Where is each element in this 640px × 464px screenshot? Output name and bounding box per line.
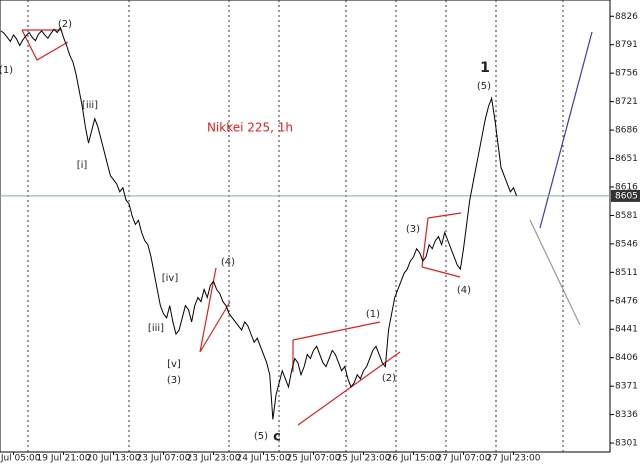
x-tick-label: 26 Jul 15:00	[387, 454, 441, 464]
y-tick-label: 8511	[615, 268, 638, 278]
y-tick-label: 8686	[615, 126, 638, 136]
flag	[421, 212, 462, 278]
wave-label: (2)	[58, 19, 72, 30]
trend-lines	[21, 29, 593, 426]
x-tick-label: 19 Jul 05:00	[0, 454, 41, 464]
wave-label: [iv]	[162, 273, 179, 284]
wave-label: 1	[480, 60, 490, 76]
x-tick-label: 24 Jul 15:00	[237, 454, 291, 464]
y-tick-label: 8371	[615, 382, 638, 392]
projection-up	[539, 31, 593, 229]
wave-label: (2)	[382, 373, 396, 384]
wave-label: [i]	[77, 160, 88, 171]
price-line	[0, 26, 518, 420]
y-tick-label: 8826	[615, 12, 638, 22]
y-tick-label: 8336	[615, 410, 638, 420]
x-tick-label: 25 Jul 07:00	[287, 454, 341, 464]
wave-label: [v]	[167, 359, 181, 370]
current-price-box	[611, 189, 640, 202]
x-tick-label: 23 Jul 23:00	[187, 454, 241, 464]
current-price-label: 8605	[615, 191, 638, 201]
wave-label: [iii]	[148, 323, 164, 334]
wave-label: (1)	[0, 65, 13, 76]
y-tick-label: 8476	[615, 296, 638, 306]
y-tick-label: 8406	[615, 353, 638, 363]
x-tick-label: 27 Jul 23:00	[487, 454, 541, 464]
y-tick-label: 8721	[615, 97, 638, 107]
projection-down	[529, 219, 581, 326]
wave-label: (4)	[457, 285, 471, 296]
wave-label: (5)	[254, 431, 268, 442]
x-tick-label: 27 Jul 07:00	[437, 454, 491, 464]
wave-label: (5)	[477, 81, 491, 92]
wave-label: (3)	[167, 375, 181, 386]
wave-labels: (1) (2) [iii] [i] [iv] [iii] [v] (3) (4)…	[0, 19, 491, 445]
wave-label: (4)	[221, 257, 235, 268]
day-separators	[27, 0, 564, 452]
x-tick-label: 19 Jul 21:00	[37, 454, 91, 464]
y-tick-label: 8581	[615, 211, 638, 221]
wave-label: [iii]	[82, 100, 98, 111]
y-tick-label: 8791	[615, 40, 638, 50]
y-tick-label: 8301	[615, 439, 638, 449]
x-tick-label: 23 Jul 07:00	[137, 454, 191, 464]
chart-title: Nikkei 225, 1h	[207, 121, 293, 135]
y-tick-label: 8616	[615, 182, 638, 192]
wave-label: (1)	[366, 309, 380, 320]
y-tick-label: 8441	[615, 325, 638, 335]
x-tick-label: 25 Jul 23:00	[337, 454, 391, 464]
y-tick-label: 8651	[615, 154, 638, 164]
y-tick-label: 8546	[615, 239, 638, 249]
wave-label: (3)	[406, 224, 420, 235]
plot-frame	[0, 0, 611, 453]
wave-label: c	[273, 430, 281, 445]
x-tick-label: 20 Jul 13:00	[87, 454, 141, 464]
y-tick-label: 8756	[615, 69, 638, 79]
